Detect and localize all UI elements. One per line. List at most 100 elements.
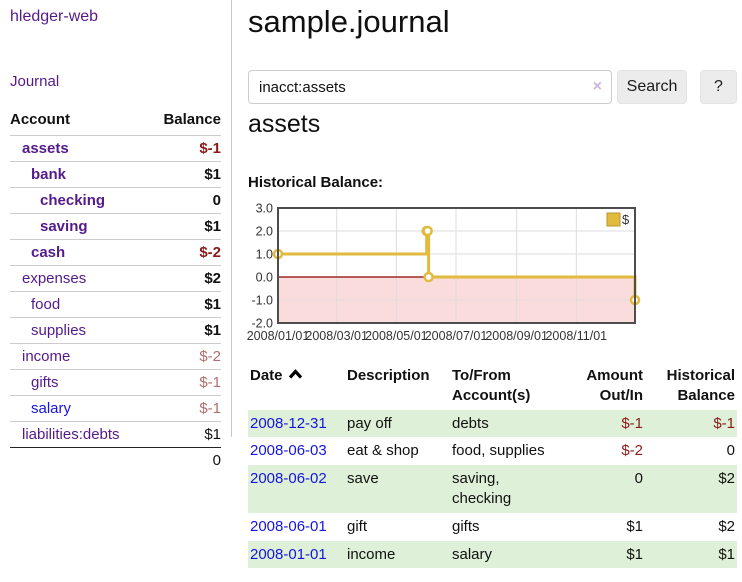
app-brand-link[interactable]: hledger-web xyxy=(10,8,99,25)
date-header-label: Date xyxy=(250,367,283,384)
transaction-amount: $1 xyxy=(626,517,643,535)
account-link-liabilities-debts[interactable]: liabilities:debts xyxy=(22,426,120,443)
date-column-header[interactable]: Date xyxy=(248,362,345,410)
svg-text:2008/09/01: 2008/09/01 xyxy=(485,329,548,343)
clear-search-icon[interactable]: × xyxy=(592,78,602,95)
account-balance: $-1 xyxy=(148,395,221,422)
account-link-assets[interactable]: assets xyxy=(22,140,69,157)
account-balance: $-2 xyxy=(148,343,221,370)
account-total-value: 0 xyxy=(148,447,221,473)
sidebar-item-journal[interactable]: Journal xyxy=(10,73,60,90)
account-link-supplies[interactable]: supplies xyxy=(31,322,87,339)
svg-text:3.0: 3.0 xyxy=(256,202,273,216)
account-balance: $1 xyxy=(148,317,221,344)
transaction-description: income xyxy=(345,540,450,569)
register-table: Date Description To/From Account(s) Amou… xyxy=(248,362,737,569)
svg-text:2008/05/01: 2008/05/01 xyxy=(365,329,428,343)
transaction-date-link[interactable]: 2008-06-03 xyxy=(250,442,327,460)
sidebar: hledger-web Journal Account Balance asse… xyxy=(0,0,232,473)
account-balance: $1 xyxy=(148,161,221,188)
account-balance: $1 xyxy=(148,291,221,318)
account-row: cash $-2 xyxy=(10,239,221,266)
transaction-amount: 0 xyxy=(562,465,645,513)
transaction-balance: $2 xyxy=(718,517,735,535)
account-balance-table: Account Balance assets $-1 bank $1 check… xyxy=(10,106,221,473)
historical-balance-chart: $3.0 2.0 1.0 0.0 -1.0 -2.02008/01/012008/03/0… xyxy=(247,202,641,343)
register-row: 2008-06-03 eat & shop food, supplies $-2… xyxy=(248,437,737,465)
transaction-accounts: gifts xyxy=(452,517,480,535)
transaction-balance: 0 xyxy=(726,442,735,460)
transaction-amount: $-2 xyxy=(621,442,643,460)
transaction-description: gift xyxy=(347,517,368,535)
account-balance: $-2 xyxy=(148,239,221,266)
chart-title: Historical Balance: xyxy=(248,174,384,191)
account-column-header: Account xyxy=(10,111,70,128)
transaction-accounts: debts xyxy=(450,409,562,438)
svg-text:2008/07/01: 2008/07/01 xyxy=(425,329,488,343)
account-balance: $-1 xyxy=(148,135,221,162)
account-link-saving[interactable]: saving xyxy=(40,218,88,235)
transaction-date-link[interactable]: 2008-06-02 xyxy=(250,470,327,488)
search-box: × xyxy=(248,70,612,104)
account-balance: $-1 xyxy=(148,369,221,396)
account-row: food $1 xyxy=(10,291,221,318)
account-link-salary[interactable]: salary xyxy=(31,400,72,417)
transaction-description: eat & shop xyxy=(347,442,419,460)
account-link-food[interactable]: food xyxy=(31,296,61,313)
balance-column-header: Historical Balance xyxy=(666,367,735,404)
account-table-header: Account Balance xyxy=(10,106,221,136)
svg-text:1.0: 1.0 xyxy=(256,248,273,262)
svg-text:-2.0: -2.0 xyxy=(251,317,273,331)
transaction-accounts: food, supplies xyxy=(452,442,545,460)
account-row: income $-2 xyxy=(10,343,221,370)
account-balance: $2 xyxy=(148,265,221,292)
account-row: gifts $-1 xyxy=(10,369,221,396)
account-row: salary $-1 xyxy=(10,395,221,422)
account-link-cash[interactable]: cash xyxy=(31,244,66,261)
register-row: 2008-01-01 income salary $1 $1 xyxy=(248,540,737,569)
main-content: sample.journal × Search ? assets Histori… xyxy=(247,0,737,582)
transaction-amount: $-1 xyxy=(562,409,645,438)
svg-text:2008/01/01: 2008/01/01 xyxy=(247,329,310,343)
account-link-income[interactable]: income xyxy=(22,348,71,365)
transaction-balance: $2 xyxy=(645,465,737,513)
svg-text:2.0: 2.0 xyxy=(256,225,273,239)
transaction-balance: $-1 xyxy=(645,409,737,438)
accounts-column-header: To/From Account(s) xyxy=(452,367,531,404)
account-link-bank[interactable]: bank xyxy=(31,166,67,183)
transaction-date-link[interactable]: 2008-01-01 xyxy=(250,545,327,563)
account-row: liabilities:debts $1 xyxy=(10,421,221,448)
balance-column-header: Balance xyxy=(163,111,221,128)
help-button[interactable]: ? xyxy=(700,70,737,104)
transaction-date-link[interactable]: 2008-06-01 xyxy=(250,517,327,535)
account-heading: assets xyxy=(248,110,321,138)
transaction-amount: $1 xyxy=(562,540,645,569)
register-row: 2008-06-01 gift gifts $1 $2 xyxy=(248,513,737,541)
transaction-description: save xyxy=(345,465,450,513)
account-row: assets $-1 xyxy=(10,135,221,162)
svg-text:2008/11/01: 2008/11/01 xyxy=(545,329,607,343)
page-title: sample.journal xyxy=(248,4,450,39)
account-link-checking[interactable]: checking xyxy=(40,192,106,209)
svg-text:-1.0: -1.0 xyxy=(251,294,273,308)
transaction-date-link[interactable]: 2008-12-31 xyxy=(250,414,327,432)
register-row: 2008-12-31 pay off debts $-1 $-1 xyxy=(248,409,737,438)
register-header-row: Date Description To/From Account(s) Amou… xyxy=(248,362,737,410)
account-link-gifts[interactable]: gifts xyxy=(31,374,59,391)
search-button[interactable]: Search xyxy=(617,70,687,104)
account-row: expenses $2 xyxy=(10,265,221,292)
account-link-expenses[interactable]: expenses xyxy=(22,270,87,287)
svg-text:0.0: 0.0 xyxy=(256,271,273,285)
transaction-accounts: saving, checking xyxy=(450,465,562,513)
account-row: bank $1 xyxy=(10,161,221,188)
sort-ascending-icon xyxy=(288,366,303,386)
amount-column-header: Amount Out/In xyxy=(586,367,643,404)
transaction-description: pay off xyxy=(345,409,450,438)
account-balance: 0 xyxy=(148,187,221,214)
search-input[interactable] xyxy=(249,71,611,103)
register-row: 2008-06-02 save saving, checking 0 $2 xyxy=(248,465,737,513)
account-total-row: 0 xyxy=(10,447,221,473)
transaction-accounts: salary xyxy=(450,540,562,569)
transaction-balance: $1 xyxy=(645,540,737,569)
account-row: supplies $1 xyxy=(10,317,221,344)
